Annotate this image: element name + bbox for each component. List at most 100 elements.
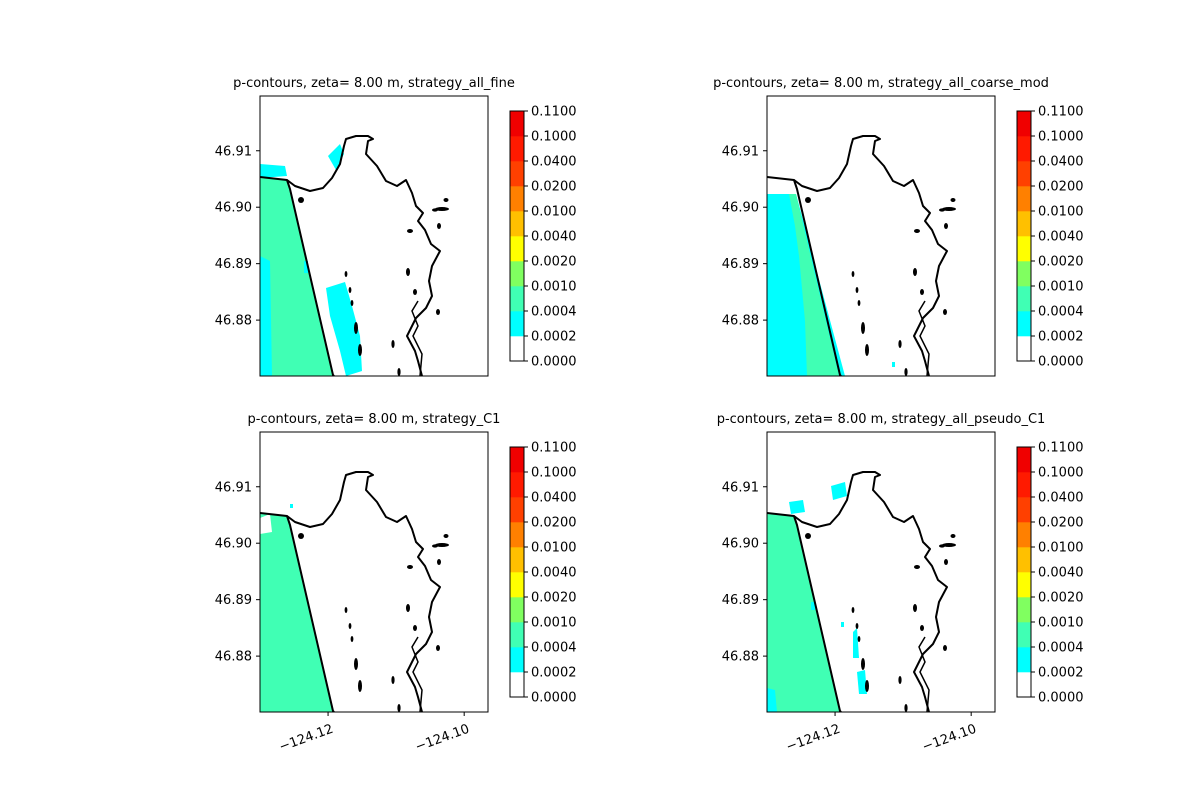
x-tick-label: −124.12 bbox=[277, 722, 335, 755]
colorbar-tick-label: 0.0040 bbox=[1038, 566, 1084, 581]
fill-patch-light bbox=[290, 504, 293, 508]
shore-blob bbox=[407, 565, 413, 569]
shore-blob bbox=[950, 198, 956, 202]
shore-blob bbox=[348, 287, 352, 293]
bay-shoreline bbox=[286, 135, 441, 376]
shore-blob bbox=[437, 559, 441, 565]
colorbar-segment bbox=[510, 522, 524, 548]
shore-blob bbox=[805, 533, 811, 539]
colorbar-tick-label: 0.0010 bbox=[1038, 280, 1084, 295]
colorbar-tick-label: 0.0010 bbox=[1038, 616, 1084, 631]
shore-blob bbox=[865, 680, 869, 692]
colorbar: 0.0000 0.0002 0.0004 0.0010 0.0020 0.0040 0.01… bbox=[509, 441, 577, 706]
fill-patch-light bbox=[767, 688, 777, 712]
colorbar-segment bbox=[1017, 572, 1031, 598]
plot-area bbox=[260, 471, 449, 712]
colorbar-tick-label: 0.0004 bbox=[1038, 305, 1084, 320]
colorbar-segment bbox=[1017, 161, 1031, 187]
shore-blob bbox=[406, 268, 410, 276]
shore-blob bbox=[354, 322, 358, 334]
colorbar-segment bbox=[510, 111, 524, 137]
y-tick-label: 46.88 bbox=[722, 314, 759, 329]
colorbar-segment bbox=[1017, 111, 1031, 137]
axes-frame bbox=[259, 95, 489, 377]
colorbar-segment bbox=[510, 672, 524, 698]
colorbar-tick-label: 0.1100 bbox=[531, 105, 577, 120]
colorbar-segment bbox=[1017, 186, 1031, 212]
bay-shoreline bbox=[286, 471, 441, 712]
shore-blob bbox=[413, 289, 417, 295]
y-tick-label: 46.91 bbox=[215, 480, 252, 495]
colorbar-segment bbox=[510, 547, 524, 573]
shore-blob bbox=[406, 604, 410, 612]
shore-blob bbox=[898, 340, 902, 348]
colorbar-segment bbox=[510, 136, 524, 162]
colorbar-segment bbox=[1017, 236, 1031, 262]
fill-band-medium bbox=[260, 514, 333, 712]
shore-blob bbox=[354, 658, 358, 670]
channel-shoreline bbox=[918, 636, 930, 712]
fill-patch-light bbox=[841, 622, 844, 627]
colorbar-segment bbox=[1017, 497, 1031, 523]
colorbar-segment bbox=[1017, 472, 1031, 498]
bay-shoreline bbox=[793, 135, 948, 376]
colorbar-tick-label: 0.0200 bbox=[1038, 180, 1084, 195]
colorbar-tick-label: 0.0100 bbox=[1038, 541, 1084, 556]
shore-blob bbox=[950, 534, 956, 538]
colorbar-tick-label: 0.0020 bbox=[531, 255, 577, 270]
shore-blob bbox=[857, 300, 861, 306]
shore-blob bbox=[920, 625, 924, 631]
shore-blob bbox=[914, 229, 920, 233]
colorbar-segment bbox=[510, 161, 524, 187]
y-tick-label: 46.91 bbox=[215, 144, 252, 159]
shore-blob bbox=[944, 559, 948, 565]
y-tick-label: 46.88 bbox=[215, 650, 252, 665]
bay-shoreline bbox=[793, 471, 948, 712]
colorbar-tick-label: 0.0002 bbox=[531, 330, 577, 345]
panel-title: p-contours, zeta= 8.00 m, strategy_all_p… bbox=[717, 412, 1046, 427]
shore-blob bbox=[939, 544, 945, 548]
colorbar-tick-label: 0.0040 bbox=[1038, 230, 1084, 245]
colorbar-segment bbox=[1017, 522, 1031, 548]
colorbar-tick-label: 0.0000 bbox=[1038, 355, 1084, 370]
fill-patch-light bbox=[260, 164, 287, 178]
y-tick-label: 46.89 bbox=[215, 257, 252, 272]
shore-blob bbox=[432, 544, 438, 548]
colorbar-tick-label: 0.0200 bbox=[531, 516, 577, 531]
colorbar-tick-label: 0.0100 bbox=[531, 541, 577, 556]
colorbar-segment bbox=[1017, 647, 1031, 673]
y-tick-label: 46.91 bbox=[722, 480, 759, 495]
shore-blob bbox=[436, 309, 440, 315]
fill-patch-light bbox=[853, 628, 859, 658]
colorbar: 0.0000 0.0002 0.0004 0.0010 0.0020 0.0040 0.01… bbox=[1016, 105, 1084, 370]
plot-area bbox=[767, 135, 956, 376]
colorbar-segment bbox=[510, 572, 524, 598]
shore-blob bbox=[942, 207, 956, 211]
shore-blob bbox=[391, 340, 395, 348]
coastline bbox=[767, 176, 842, 376]
fill-patch-light bbox=[304, 261, 308, 273]
colorbar-segment bbox=[510, 472, 524, 498]
shore-blob bbox=[407, 229, 413, 233]
shore-blob bbox=[861, 658, 865, 670]
shore-blob bbox=[358, 344, 362, 356]
shore-blob bbox=[805, 197, 811, 203]
colorbar-tick-label: 0.0020 bbox=[1038, 255, 1084, 270]
colorbar-segment bbox=[510, 236, 524, 262]
fill-patch-light bbox=[892, 362, 895, 367]
shore-blob bbox=[861, 322, 865, 334]
axes-frame bbox=[766, 95, 996, 377]
colorbar-tick-label: 0.0002 bbox=[1038, 666, 1084, 681]
shore-blob bbox=[432, 208, 438, 212]
shore-blob bbox=[391, 676, 395, 684]
shore-blob bbox=[298, 533, 304, 539]
colorbar-segment bbox=[1017, 211, 1031, 237]
colorbar-tick-label: 0.0010 bbox=[531, 616, 577, 631]
colorbar-segment bbox=[1017, 447, 1031, 473]
colorbar-tick-label: 0.0020 bbox=[1038, 591, 1084, 606]
shore-blob bbox=[435, 207, 449, 211]
panel-title: p-contours, zeta= 8.00 m, strategy_all_c… bbox=[713, 76, 1049, 91]
colorbar-tick-label: 0.1000 bbox=[1038, 466, 1084, 481]
plot-area bbox=[767, 471, 956, 712]
